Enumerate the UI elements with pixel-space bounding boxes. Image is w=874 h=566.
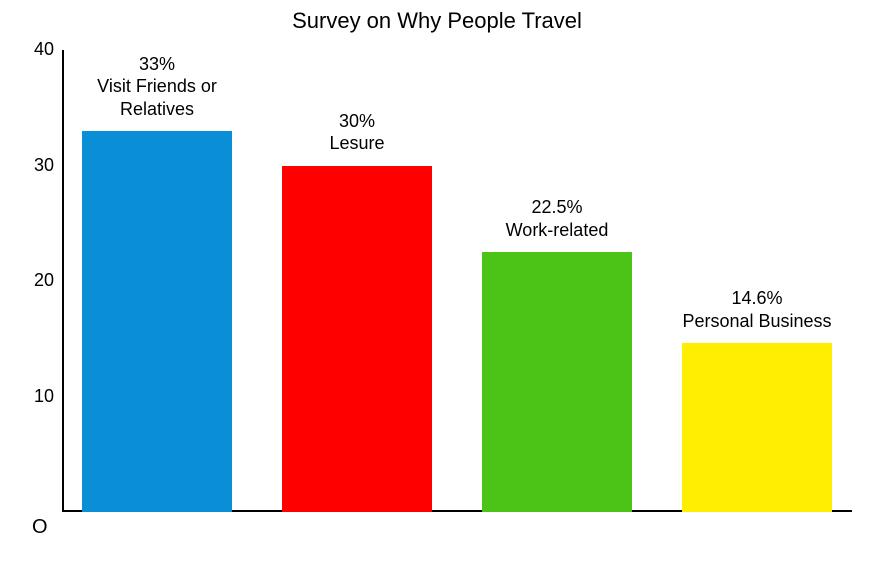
bar <box>482 252 632 512</box>
y-tick-label: 40 <box>14 39 54 60</box>
bar-label: 30%Lesure <box>252 110 462 155</box>
y-tick-label: 10 <box>14 386 54 407</box>
bar-percent-label: 30% <box>252 110 462 133</box>
bar-category-label: Lesure <box>252 132 462 155</box>
bar-label: 14.6%Personal Business <box>652 287 862 332</box>
y-tick-label: 30 <box>14 155 54 176</box>
plot-area: 33%Visit Friends or Relatives30%Lesure22… <box>62 50 852 512</box>
bar <box>682 343 832 512</box>
bar <box>82 131 232 512</box>
bar-category-label: Personal Business <box>652 310 862 333</box>
y-tick-label: 20 <box>14 270 54 291</box>
chart-title: Survey on Why People Travel <box>0 8 874 34</box>
origin-label: O <box>32 516 48 539</box>
bar-percent-label: 22.5% <box>452 196 662 219</box>
bar-percent-label: 14.6% <box>652 287 862 310</box>
bar-category-label: Work-related <box>452 219 662 242</box>
chart-container: Survey on Why People Travel 33%Visit Fri… <box>0 0 874 566</box>
bar-category-label: Visit Friends or Relatives <box>52 75 262 120</box>
bar-label: 33%Visit Friends or Relatives <box>52 53 262 121</box>
bar <box>282 166 432 513</box>
bar-label: 22.5%Work-related <box>452 196 662 241</box>
bar-percent-label: 33% <box>52 53 262 76</box>
